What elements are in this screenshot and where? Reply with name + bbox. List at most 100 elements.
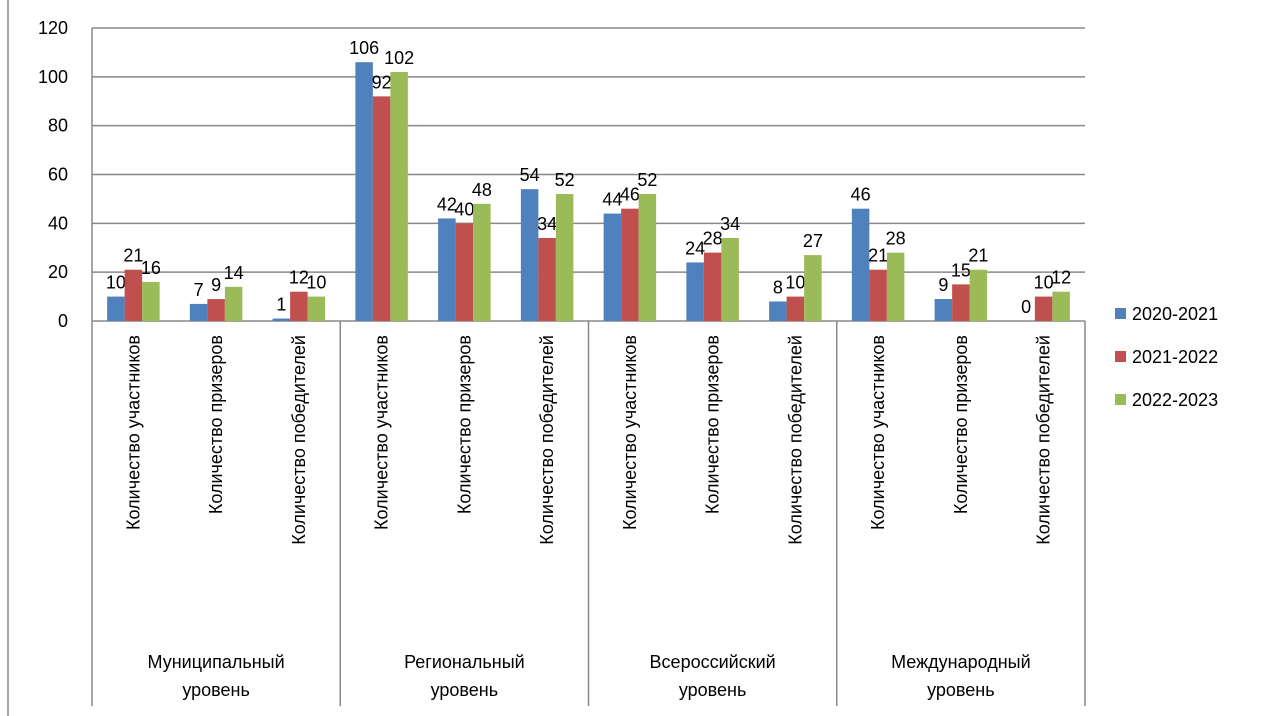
data-label: 46 — [620, 185, 640, 205]
data-label: 1 — [276, 295, 286, 315]
x-tick-label: Количество участников — [123, 335, 143, 530]
group-label: Региональный уровень — [404, 652, 525, 700]
bar — [224, 286, 243, 321]
data-label: 34 — [537, 214, 557, 234]
bar — [207, 299, 225, 321]
x-tick-label: Количество призеров — [206, 335, 226, 514]
data-label: 7 — [194, 280, 204, 300]
bar — [786, 296, 805, 321]
data-label: 46 — [851, 185, 871, 205]
bar — [473, 203, 491, 321]
bar — [1052, 291, 1070, 321]
bar — [804, 255, 822, 321]
data-label: 9 — [211, 275, 221, 295]
bar — [969, 269, 988, 321]
group-label: Международный уровень — [891, 652, 1031, 700]
bar — [189, 303, 208, 321]
bar — [703, 252, 722, 321]
x-tick-label: Количество победителей — [1034, 335, 1054, 545]
data-label: 54 — [520, 165, 540, 185]
bar — [520, 189, 539, 321]
y-tick-label: 40 — [48, 213, 68, 233]
bar — [769, 301, 787, 321]
data-label: 10 — [1034, 273, 1054, 293]
bar — [603, 213, 622, 321]
x-tick-label: Количество победителей — [785, 335, 805, 545]
data-label: 40 — [454, 199, 474, 219]
data-label: 52 — [555, 170, 575, 190]
bar — [934, 299, 953, 321]
bar — [307, 296, 326, 321]
data-label: 42 — [437, 194, 457, 214]
legend-swatch — [1115, 351, 1126, 362]
legend-swatch — [1115, 394, 1126, 405]
bar — [142, 281, 160, 321]
data-label: 21 — [968, 246, 988, 266]
bar — [686, 262, 704, 321]
legend-label: 2020-2021 — [1132, 304, 1218, 324]
data-label: 24 — [685, 238, 705, 258]
x-tick-label: Количество участников — [620, 335, 640, 530]
y-tick-label: 120 — [38, 18, 68, 38]
y-tick-label: 80 — [48, 116, 68, 136]
data-label: 12 — [289, 268, 309, 288]
data-label: 9 — [938, 275, 948, 295]
bar — [355, 62, 373, 321]
data-label: 34 — [720, 214, 740, 234]
bar — [455, 223, 474, 321]
data-label: 92 — [372, 72, 392, 92]
bar — [952, 284, 970, 321]
data-label: 0 — [1021, 297, 1031, 317]
y-tick-label: 20 — [48, 262, 68, 282]
bar — [438, 218, 456, 321]
bar — [272, 318, 291, 321]
bar — [290, 291, 308, 321]
legend-label: 2022-2023 — [1132, 390, 1218, 410]
data-label: 52 — [637, 170, 657, 190]
bar — [107, 296, 125, 321]
data-label: 44 — [602, 190, 622, 210]
data-label: 28 — [886, 229, 906, 249]
bar — [538, 237, 556, 321]
bar — [1034, 296, 1053, 321]
x-tick-label: Количество призеров — [951, 335, 971, 514]
y-tick-label: 60 — [48, 165, 68, 185]
bar — [555, 194, 574, 321]
data-label: 21 — [123, 246, 143, 266]
x-tick-label: Количество призеров — [703, 335, 723, 514]
bar — [621, 208, 639, 321]
y-tick-label: 0 — [58, 311, 68, 331]
data-label: 14 — [224, 263, 244, 283]
bar — [721, 237, 739, 321]
data-label: 28 — [703, 229, 723, 249]
bar — [886, 252, 905, 321]
y-tick-label: 100 — [38, 67, 68, 87]
data-label: 8 — [773, 277, 783, 297]
data-label: 10 — [785, 273, 805, 293]
legend-swatch — [1115, 308, 1126, 319]
data-label: 15 — [951, 260, 971, 280]
data-label: 27 — [803, 231, 823, 251]
data-label: 12 — [1051, 268, 1071, 288]
group-label: Муниципальный уровень — [147, 652, 285, 700]
bar — [124, 269, 143, 321]
bar — [390, 71, 408, 321]
data-label: 102 — [384, 48, 414, 68]
x-tick-label: Количество участников — [868, 335, 888, 530]
data-label: 106 — [349, 38, 379, 58]
bar — [372, 96, 391, 321]
data-label: 48 — [472, 180, 492, 200]
data-label: 10 — [106, 273, 126, 293]
x-tick-label: Количество победителей — [289, 335, 309, 545]
x-tick-label: Количество победителей — [537, 335, 557, 545]
legend-label: 2021-2022 — [1132, 347, 1218, 367]
data-label: 16 — [141, 258, 161, 278]
bar — [851, 208, 870, 321]
bar — [638, 194, 657, 321]
group-label: Всероссийский уровень — [649, 652, 776, 700]
data-label: 21 — [868, 246, 888, 266]
data-label: 10 — [306, 273, 326, 293]
x-tick-label: Количество участников — [372, 335, 392, 530]
